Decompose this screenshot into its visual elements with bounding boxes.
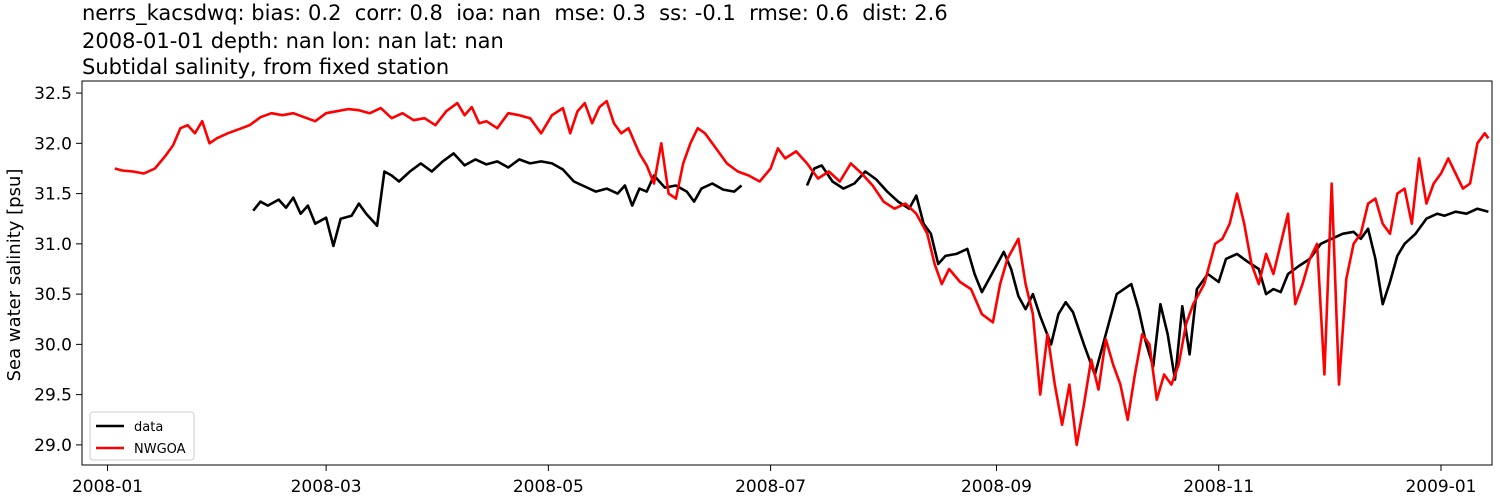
series-line-data (252, 152, 1489, 381)
x-axis: 2008-01 2008-03 2008-05 2008-07 2008-09 2008-… (72, 465, 1477, 497)
y-tick-label: 32.5 (34, 84, 72, 104)
legend-label-data: data (134, 420, 163, 435)
x-tick-label: 2008-05 (513, 477, 584, 497)
y-axis-label: Sea water salinity [psu] (4, 169, 25, 382)
y-tick-label: 29.5 (34, 386, 72, 406)
series-line-nwgoa (114, 99, 1490, 447)
chart-title-line-1: nerrs_kacsdwq: bias: 0.2 corr: 0.8 ioa: … (82, 1, 948, 25)
series-group (114, 99, 1490, 447)
y-tick-label: 31.0 (34, 235, 72, 255)
x-tick-label: 2009-01 (1405, 477, 1476, 497)
x-tick-label: 2008-09 (961, 477, 1032, 497)
chart-title-line-3: Subtidal salinity, from fixed station (82, 55, 450, 79)
plot-frame (81, 80, 1493, 466)
chart-title-line-2: 2008-01-01 depth: nan lon: nan lat: nan (82, 29, 504, 53)
y-axis: 29.0 29.5 30.0 30.5 31.0 31.5 32.0 32.5 (34, 84, 82, 456)
legend-label-nwgoa: NWGOA (134, 442, 186, 457)
x-tick-label: 2008-01 (72, 477, 143, 497)
x-tick-label: 2008-11 (1183, 477, 1254, 497)
x-tick-label: 2008-07 (735, 477, 806, 497)
y-tick-label: 32.0 (34, 134, 72, 154)
y-tick-label: 30.5 (34, 285, 72, 305)
x-tick-label: 2008-03 (291, 477, 362, 497)
y-tick-label: 29.0 (34, 436, 72, 456)
plot-area (81, 80, 1493, 466)
legend: data NWGOA (89, 411, 195, 461)
y-tick-label: 30.0 (34, 335, 72, 355)
y-tick-label: 31.5 (34, 185, 72, 205)
